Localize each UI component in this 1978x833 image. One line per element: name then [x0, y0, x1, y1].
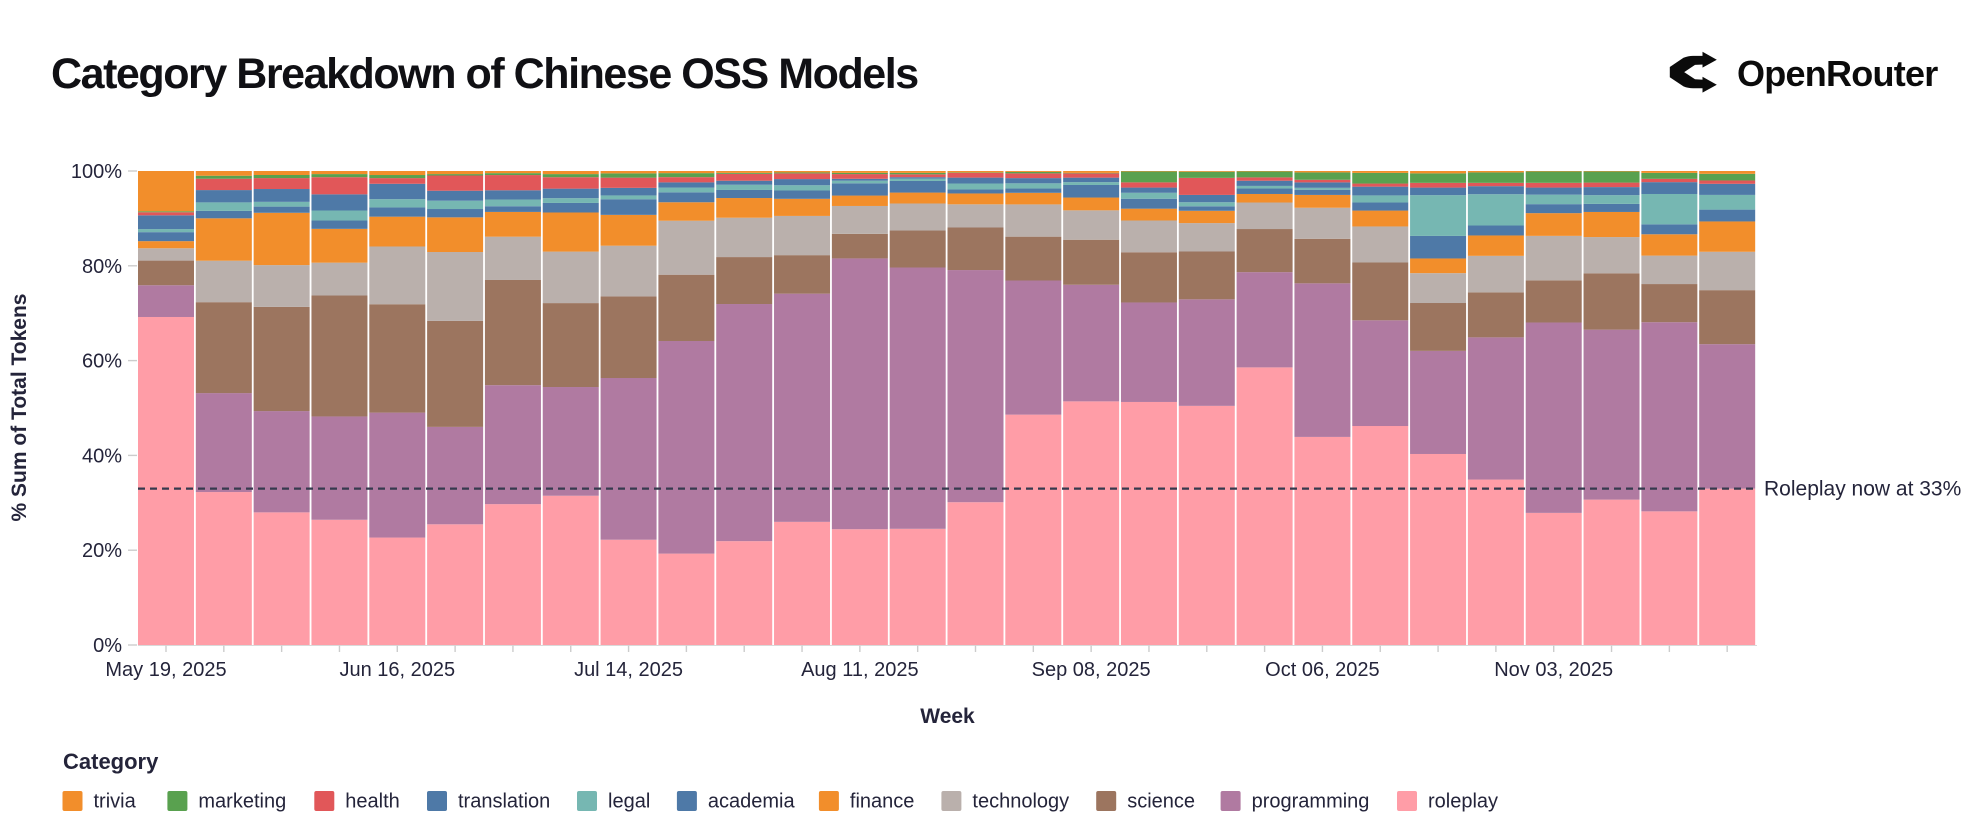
svg-text:Category Breakdown of Chinese: Category Breakdown of Chinese OSS Models [51, 50, 918, 98]
svg-text:academia: academia [708, 791, 796, 813]
svg-text:0%: 0% [93, 635, 122, 657]
svg-text:legal: legal [608, 791, 650, 813]
svg-text:health: health [345, 791, 400, 813]
svg-text:Aug 11, 2025: Aug 11, 2025 [801, 659, 919, 681]
svg-text:finance: finance [850, 791, 915, 813]
svg-text:Category: Category [63, 749, 159, 774]
svg-text:Jul 14, 2025: Jul 14, 2025 [574, 659, 683, 681]
svg-text:80%: 80% [82, 256, 122, 278]
svg-text:marketing: marketing [198, 791, 286, 813]
svg-text:Roleplay now at 33%: Roleplay now at 33% [1764, 478, 1961, 501]
svg-text:100%: 100% [71, 161, 122, 183]
svg-text:% Sum of Total Tokens: % Sum of Total Tokens [8, 294, 31, 522]
svg-text:OpenRouter: OpenRouter [1737, 53, 1938, 94]
svg-text:technology: technology [972, 791, 1069, 813]
svg-text:roleplay: roleplay [1428, 791, 1498, 813]
svg-text:Jun 16, 2025: Jun 16, 2025 [339, 659, 455, 681]
svg-text:science: science [1127, 791, 1195, 813]
svg-text:Oct 06, 2025: Oct 06, 2025 [1265, 659, 1380, 681]
svg-text:Week: Week [920, 705, 975, 728]
svg-text:programming: programming [1252, 791, 1370, 813]
svg-text:20%: 20% [82, 540, 122, 562]
svg-text:trivia: trivia [94, 791, 137, 813]
svg-text:40%: 40% [82, 445, 122, 467]
svg-text:60%: 60% [82, 351, 122, 373]
svg-text:May 19, 2025: May 19, 2025 [105, 659, 226, 681]
svg-text:Nov 03, 2025: Nov 03, 2025 [1494, 659, 1613, 681]
svg-text:Sep 08, 2025: Sep 08, 2025 [1032, 659, 1151, 681]
svg-text:translation: translation [458, 791, 550, 813]
